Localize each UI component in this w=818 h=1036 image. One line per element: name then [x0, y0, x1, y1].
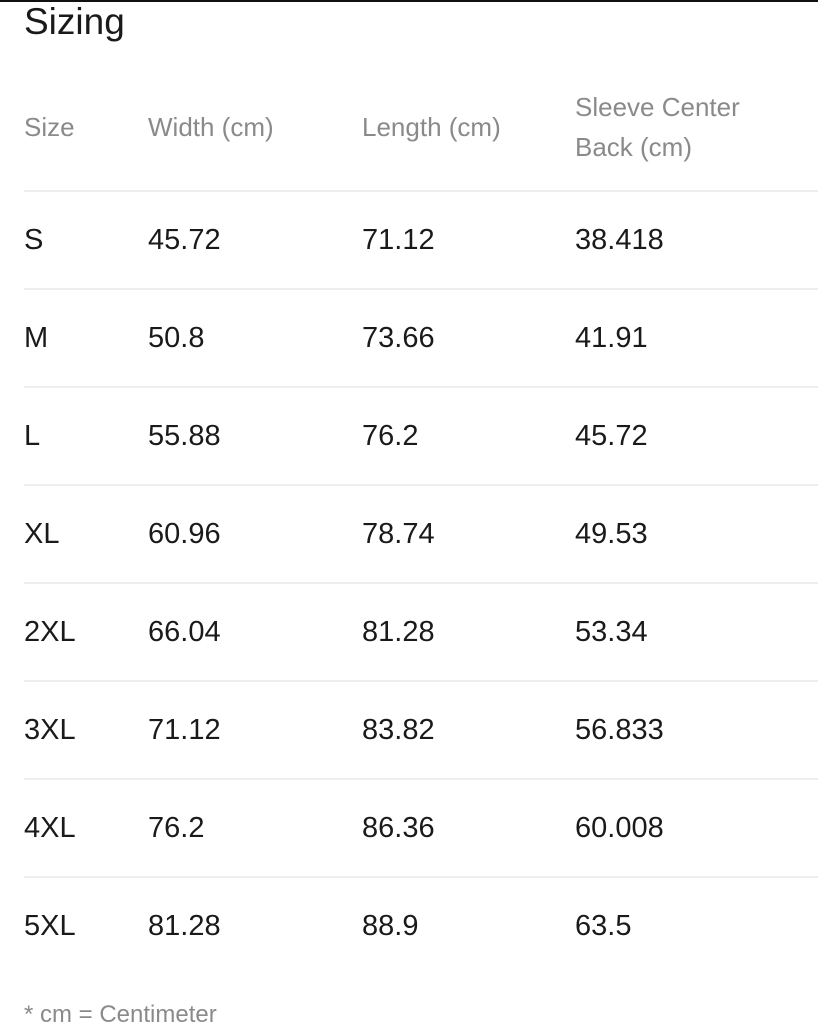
table-row: 5XL 81.28 88.9 63.5 — [24, 877, 818, 974]
cell-width: 50.8 — [148, 289, 362, 388]
cell-size: XL — [24, 485, 148, 584]
column-header-size: Size — [24, 64, 148, 192]
cell-width: 55.88 — [148, 387, 362, 486]
cell-size: M — [24, 289, 148, 388]
cell-sleeve: 41.91 — [575, 289, 818, 388]
cell-sleeve: 63.5 — [575, 909, 632, 942]
cell-sleeve: 45.72 — [575, 387, 818, 486]
cell-sleeve: 38.418 — [575, 191, 818, 290]
cell-size: L — [24, 387, 148, 486]
footnote: * cm = Centimeter — [24, 1001, 217, 1028]
cell-size: 5XL — [24, 909, 76, 942]
cell-length: 81.28 — [362, 583, 575, 682]
cell-length: 71.12 — [362, 191, 575, 290]
cell-size: 4XL — [24, 779, 148, 878]
table-row: XL 60.96 78.74 49.53 — [24, 485, 818, 584]
cell-length: 76.2 — [362, 387, 575, 486]
cell-sleeve: 60.008 — [575, 779, 818, 878]
column-header-sleeve: Sleeve Center Back (cm) — [575, 64, 818, 192]
column-header-width: Width (cm) — [148, 64, 362, 192]
table-row: 4XL 76.2 86.36 60.008 — [24, 779, 818, 878]
cell-width: 66.04 — [148, 583, 362, 682]
size-chart-table: Size Width (cm) Length (cm) Sleeve Cente… — [24, 64, 818, 974]
top-divider — [0, 0, 818, 2]
cell-width: 81.28 — [148, 909, 221, 942]
cell-length: 88.9 — [362, 909, 419, 942]
cell-sleeve: 53.34 — [575, 583, 818, 682]
cell-width: 45.72 — [148, 191, 362, 290]
cell-length: 83.82 — [362, 681, 575, 780]
cell-sleeve: 49.53 — [575, 485, 818, 584]
cell-size: 2XL — [24, 583, 148, 682]
cell-width: 76.2 — [148, 779, 362, 878]
table-row: S 45.72 71.12 38.418 — [24, 191, 818, 290]
cell-size: S — [24, 191, 148, 290]
cell-width: 60.96 — [148, 485, 362, 584]
cell-width: 71.12 — [148, 681, 362, 780]
cell-sleeve: 56.833 — [575, 681, 818, 780]
table-row: 2XL 66.04 81.28 53.34 — [24, 583, 818, 682]
table-row: L 55.88 76.2 45.72 — [24, 387, 818, 486]
cell-length: 73.66 — [362, 289, 575, 388]
cell-size: 3XL — [24, 681, 148, 780]
table-header-row: Size Width (cm) Length (cm) Sleeve Cente… — [24, 64, 818, 192]
table-row: M 50.8 73.66 41.91 — [24, 289, 818, 388]
cell-length: 78.74 — [362, 485, 575, 584]
table-row: 3XL 71.12 83.82 56.833 — [24, 681, 818, 780]
column-header-length: Length (cm) — [362, 64, 575, 192]
page-title: Sizing — [24, 1, 125, 42]
cell-length: 86.36 — [362, 779, 575, 878]
